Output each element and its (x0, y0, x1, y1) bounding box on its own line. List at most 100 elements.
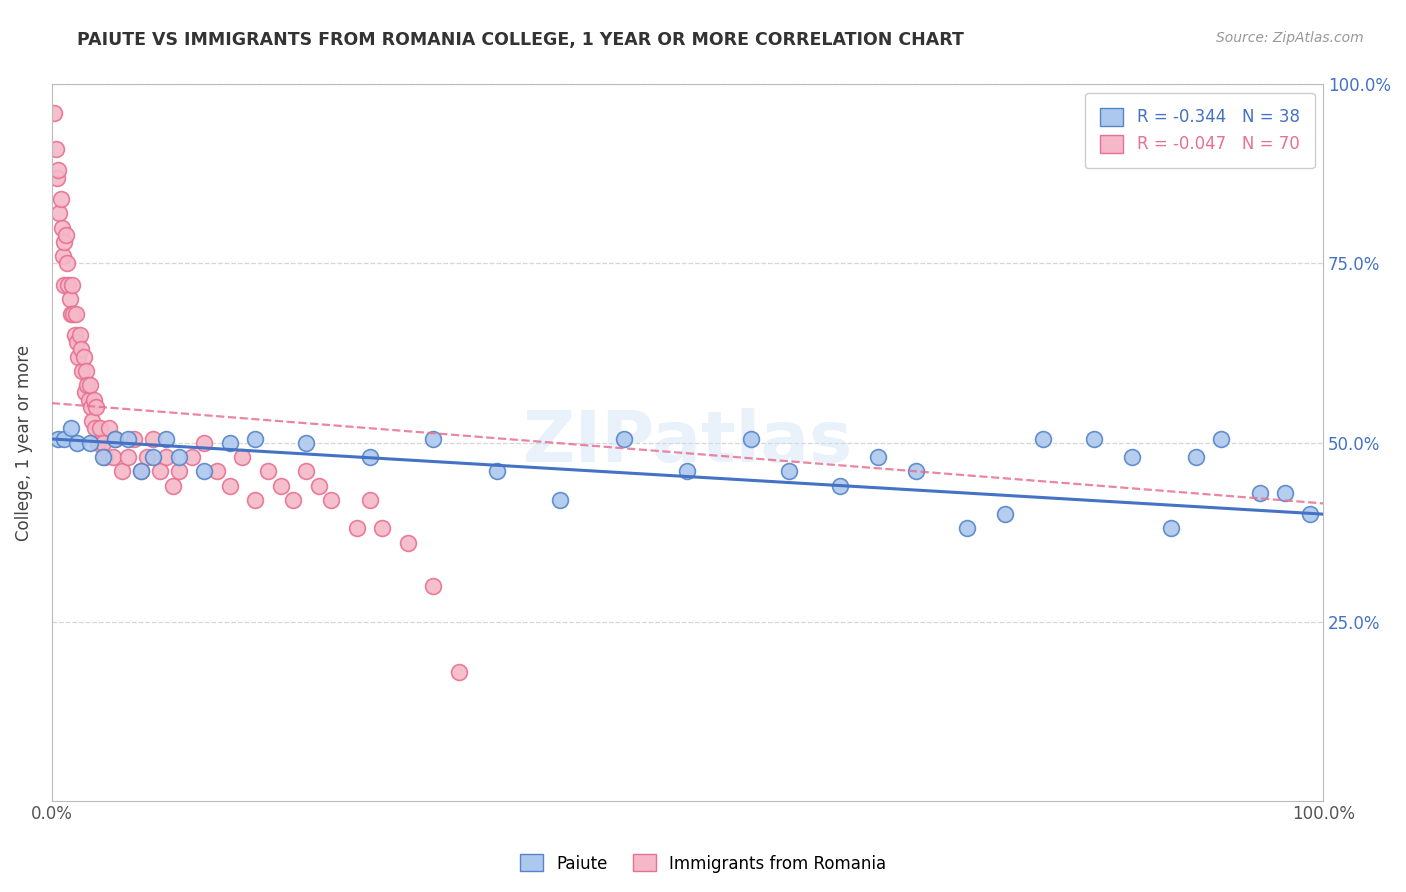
Point (91, 435, 114, 450)
Point (49, 192, 72, 206)
Point (740, 432, 762, 446)
Point (62, 307, 84, 321)
Point (868, 450, 890, 464)
Point (155, 450, 177, 464)
Point (70, 343, 93, 357)
Point (994, 507, 1017, 521)
Point (101, 450, 124, 464)
Point (76, 378, 98, 392)
Point (80, 400, 103, 414)
Point (155, 432, 177, 446)
Point (124, 432, 146, 446)
Point (257, 464, 280, 478)
Point (270, 478, 292, 492)
Point (45, 142, 67, 156)
Point (58, 293, 80, 307)
Point (308, 478, 330, 492)
Point (56, 256, 79, 270)
Point (295, 464, 318, 478)
Point (52, 249, 75, 263)
Point (55, 227, 77, 242)
Point (44, 106, 66, 120)
Point (63, 328, 86, 343)
Point (84, 400, 107, 414)
Text: Source: ZipAtlas.com: Source: ZipAtlas.com (1216, 31, 1364, 45)
Point (778, 464, 800, 478)
Point (371, 521, 394, 535)
Point (295, 435, 318, 450)
Point (218, 478, 240, 492)
Point (46, 432, 69, 446)
Point (51, 220, 73, 235)
Point (117, 450, 139, 464)
Point (82, 414, 104, 428)
Point (905, 464, 928, 478)
Point (167, 464, 190, 478)
Point (193, 435, 215, 450)
Point (359, 492, 381, 507)
Point (117, 432, 139, 446)
Text: PAIUTE VS IMMIGRANTS FROM ROMANIA COLLEGE, 1 YEAR OR MORE CORRELATION CHART: PAIUTE VS IMMIGRANTS FROM ROMANIA COLLEG… (77, 31, 965, 49)
Point (58, 277, 80, 292)
Point (1299, 507, 1322, 521)
Point (1160, 521, 1182, 535)
Legend: R = -0.344   N = 38, R = -0.047   N = 70: R = -0.344 N = 38, R = -0.047 N = 70 (1085, 93, 1315, 169)
Point (129, 464, 152, 478)
Point (111, 464, 134, 478)
Point (359, 450, 381, 464)
Point (97, 421, 120, 435)
Point (53, 432, 76, 446)
Point (59, 307, 82, 321)
Point (129, 464, 152, 478)
Point (231, 450, 253, 464)
Point (45, 170, 67, 185)
Point (66, 335, 89, 350)
Point (77, 392, 100, 407)
Point (205, 464, 228, 478)
Point (46, 163, 69, 178)
Point (193, 464, 215, 478)
Point (60, 277, 83, 292)
Point (613, 432, 636, 446)
Point (48, 206, 70, 220)
Point (104, 432, 127, 446)
Y-axis label: College, 1 year or more: College, 1 year or more (15, 344, 32, 541)
Point (1211, 432, 1233, 446)
Point (550, 492, 572, 507)
Point (84, 421, 107, 435)
Point (676, 464, 699, 478)
Text: ZIPatlas: ZIPatlas (523, 408, 852, 477)
Point (162, 478, 184, 492)
Point (422, 432, 444, 446)
Point (91, 450, 114, 464)
Point (53, 277, 76, 292)
Legend: Paiute, Immigrants from Romania: Paiute, Immigrants from Romania (513, 847, 893, 880)
Point (956, 521, 979, 535)
Point (79, 378, 101, 392)
Point (79, 435, 101, 450)
Point (1032, 432, 1054, 446)
Point (1249, 485, 1271, 500)
Point (485, 464, 508, 478)
Point (142, 450, 165, 464)
Point (136, 450, 159, 464)
Point (66, 435, 89, 450)
Point (346, 521, 368, 535)
Point (65, 307, 87, 321)
Point (283, 492, 305, 507)
Point (59, 421, 82, 435)
Point (243, 432, 266, 446)
Point (86, 435, 108, 450)
Point (218, 435, 240, 450)
Point (142, 432, 165, 446)
Point (83, 392, 105, 407)
Point (1274, 485, 1296, 500)
Point (73, 385, 96, 400)
Point (89, 421, 111, 435)
Point (180, 450, 202, 464)
Point (422, 579, 444, 593)
Point (75, 364, 97, 378)
Point (447, 665, 470, 679)
Point (104, 432, 127, 446)
Point (243, 492, 266, 507)
